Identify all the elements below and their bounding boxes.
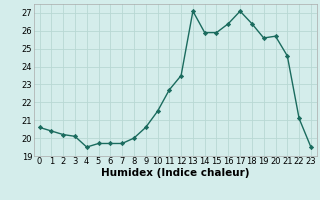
X-axis label: Humidex (Indice chaleur): Humidex (Indice chaleur) (101, 168, 250, 178)
